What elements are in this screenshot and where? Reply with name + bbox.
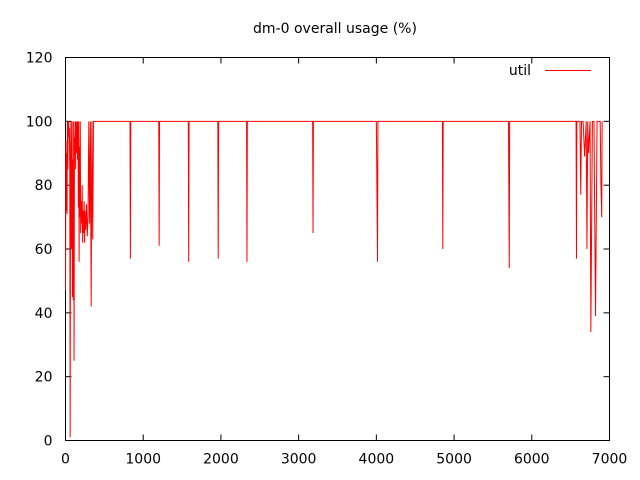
x-tick-label: 2000 [203,452,239,468]
legend-label: util [509,63,531,79]
x-tick-label: 1000 [125,452,161,468]
x-tick-label: 3000 [281,452,317,468]
y-tick-label: 120 [26,51,53,67]
plot-frame [65,57,610,441]
chart-title: dm-0 overall usage (%) [253,21,417,37]
y-tick-label: 100 [26,114,53,130]
axis-ticks: 0 1000 2000 3000 4000 5000 6000 7000 0 20 40 60 80 10… [26,51,628,468]
x-tick-label: 7000 [592,452,628,468]
series-group [65,120,603,438]
x-tick-label: 5000 [436,452,472,468]
y-tick-label: 20 [35,370,53,386]
y-tick-label: 0 [44,434,53,450]
y-tick-label: 80 [35,178,53,194]
legend: util [509,63,591,79]
y-tick-label: 40 [35,306,53,322]
x-tick-label: 4000 [359,452,395,468]
x-tick-label: 0 [61,452,70,468]
x-tick-label: 6000 [514,452,550,468]
y-tick-label: 60 [35,242,53,258]
series-line-util [65,120,603,438]
